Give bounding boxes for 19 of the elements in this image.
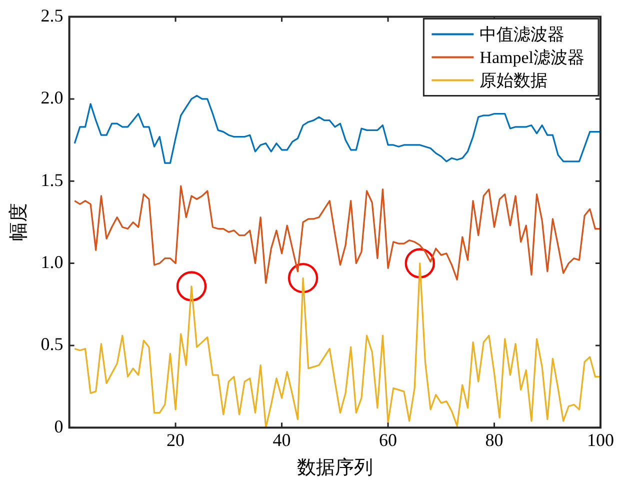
- point: [404, 248, 435, 278]
- y-tick-label: 0.5: [40, 334, 64, 354]
- x-tick-label: 20: [166, 430, 185, 450]
- y-tick-label: 1.5: [40, 170, 64, 190]
- y-tick-label: 2.5: [40, 6, 64, 26]
- x-tick-label: 80: [485, 430, 504, 450]
- x-tick-label: 40: [272, 430, 291, 450]
- y-axis-title: 幅度: [7, 203, 30, 242]
- legend-label: Hampel滤波器: [480, 48, 585, 67]
- y-tick-label: 2.0: [40, 88, 64, 108]
- point: [176, 271, 207, 302]
- legend-label: 中值滤波器: [480, 24, 565, 44]
- x-tick-label: 60: [379, 430, 398, 450]
- y-tick-label: 0: [54, 416, 64, 436]
- point: [288, 262, 318, 294]
- x-tick-label: 100: [587, 430, 614, 450]
- legend-label: 原始数据: [480, 70, 548, 90]
- y-tick-label: 1.0: [40, 252, 64, 272]
- x-axis-title: 数据序列: [296, 456, 373, 479]
